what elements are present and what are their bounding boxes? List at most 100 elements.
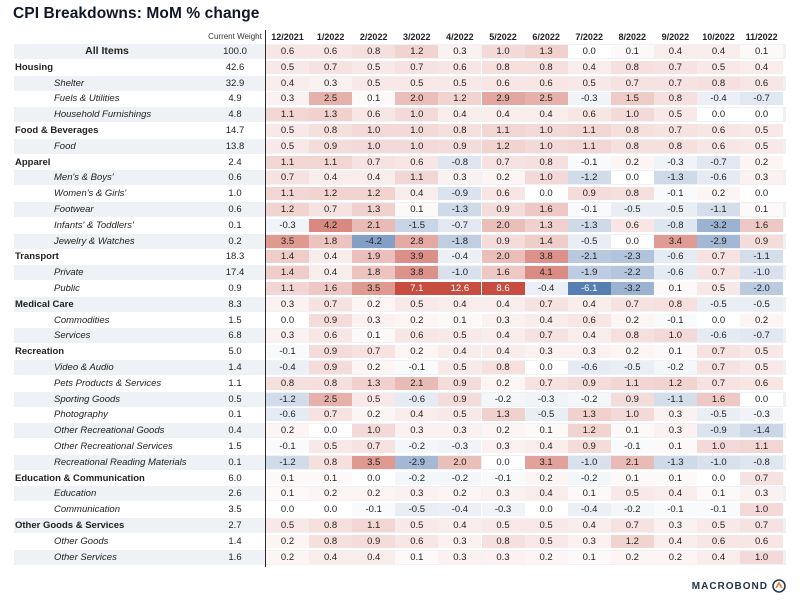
value-cell: 0.5 (740, 139, 784, 153)
row-label: Education (54, 488, 97, 500)
column-header-4-2022: 4/2022 (446, 32, 474, 42)
row-weight: 1.0 (228, 188, 242, 200)
value-cell: 0.2 (352, 487, 396, 501)
row-weight: 17.4 (225, 267, 245, 279)
value-cell: 1.0 (610, 408, 654, 422)
value-cell: -0.1 (653, 187, 697, 201)
value-cell: 1.1 (610, 376, 654, 390)
brand-mark-icon (772, 579, 786, 593)
value-cell: -0.6 (653, 250, 697, 264)
value-cell: 0.6 (697, 139, 740, 153)
value-cell: 0.1 (740, 45, 784, 58)
value-cell: 2.8 (395, 234, 439, 248)
row-label: Other Goods & Services (15, 520, 125, 531)
value-cell: 0.4 (352, 550, 396, 564)
value-cell: 1.2 (309, 187, 353, 201)
value-cell: 0.3 (481, 440, 525, 453)
value-cell: 0.1 (610, 471, 654, 485)
value-cell: 0.1 (524, 424, 568, 438)
value-cell: 0.8 (309, 376, 353, 390)
value-cell: 1.3 (309, 108, 353, 122)
value-cell: -2.9 (395, 455, 439, 469)
row-label: Men's & Boys' (54, 172, 114, 184)
value-cell: 1.1 (352, 519, 396, 532)
value-cell: 1.3 (352, 203, 396, 216)
row-weight: 2.6 (228, 488, 242, 500)
table-row: Education & Communication 6.0 0.1 0.1 0.0 -0.… (14, 471, 786, 486)
value-cell: 0.1 (352, 92, 396, 106)
value-cell: 8.6 (481, 282, 525, 295)
value-cell: 0.8 (266, 376, 309, 390)
value-cell: 0.9 (567, 440, 611, 453)
table-row: Medical Care 8.3 0.3 0.7 0.2 0.5 0.4 0.4 0.7 0.4 0… (14, 296, 786, 312)
value-cell: 0.4 (740, 60, 784, 74)
value-cell: 3.8 (524, 250, 568, 264)
value-cell: 2.9 (481, 92, 525, 106)
value-cell: 0.5 (352, 392, 396, 406)
value-cell: 1.2 (567, 424, 611, 438)
value-cell: -0.4 (524, 282, 568, 295)
value-cell: 0.2 (352, 408, 396, 422)
value-cell: 0.9 (309, 139, 353, 153)
value-cell: -1.3 (653, 171, 697, 185)
value-cell: -0.1 (653, 503, 697, 517)
value-cell: 0.8 (481, 361, 525, 374)
row-label: Medical Care (15, 298, 74, 310)
value-cell: 0.4 (653, 534, 697, 548)
value-cell: 0.4 (481, 329, 525, 343)
value-cell: 0.8 (653, 92, 697, 106)
row-weight: 0.9 (228, 283, 242, 294)
value-cell: 0.7 (653, 124, 697, 137)
table-row: Other Goods & Services 2.7 0.5 0.8 1.1 0.5 0.4… (14, 518, 786, 533)
weight-column-header: Current Weight (208, 32, 262, 41)
value-cell: -0.6 (395, 392, 439, 406)
value-cell: -0.5 (697, 408, 740, 422)
value-cell: 0.0 (309, 424, 353, 438)
table-row: Men's & Boys' 0.6 0.7 0.4 0.4 1.1 0.3 0.2 1.0 -1.… (14, 170, 786, 186)
table-row: Recreation 5.0 -0.1 0.9 0.7 0.2 0.4 0.4 0.3 0.3 0.… (14, 344, 786, 359)
value-cell: -0.4 (567, 503, 611, 517)
value-cell: -0.2 (610, 503, 654, 517)
value-cell: 1.1 (567, 139, 611, 153)
value-cell: 0.7 (524, 329, 568, 343)
row-label: Women's & Girls' (54, 188, 127, 200)
value-cell: -3.2 (697, 218, 740, 232)
value-cell: -0.5 (610, 203, 654, 216)
value-cell: 0.2 (352, 297, 396, 311)
value-cell: 0.5 (438, 408, 482, 422)
value-cell: -0.5 (610, 361, 654, 374)
value-cell: 0.1 (653, 471, 697, 485)
value-cell: -0.4 (266, 361, 309, 374)
value-cell: 0.2 (524, 550, 568, 564)
value-cell: 0.6 (266, 45, 309, 58)
value-cell: 0.8 (610, 60, 654, 74)
value-cell: -1.0 (438, 266, 482, 280)
value-cell: 0.2 (266, 424, 309, 438)
value-cell: 0.5 (567, 76, 611, 90)
value-cell: 0.9 (481, 234, 525, 248)
row-weight: 0.6 (228, 172, 242, 184)
value-cell: 0.8 (481, 60, 525, 74)
value-cell: 0.0 (352, 471, 396, 485)
value-cell: 1.0 (697, 440, 740, 453)
value-cell: 0.5 (697, 519, 740, 532)
value-cell: 0.0 (524, 361, 568, 374)
value-cell: 0.8 (610, 329, 654, 343)
row-label: Photography (54, 409, 108, 421)
value-cell: 1.4 (266, 266, 309, 280)
value-cell: -0.1 (352, 503, 396, 517)
row-weight: 1.4 (228, 535, 242, 547)
value-cell: 0.0 (740, 392, 784, 406)
value-cell: 3.8 (395, 266, 439, 280)
value-cell: 0.2 (653, 550, 697, 564)
row-weight: 2.4 (228, 156, 242, 168)
row-weight: 1.4 (228, 362, 242, 373)
value-cell: 0.6 (395, 155, 439, 169)
value-cell: 0.4 (438, 345, 482, 359)
value-cell: 0.8 (352, 45, 396, 58)
value-cell: 0.1 (266, 487, 309, 501)
row-label: Jewelry & Watches (54, 235, 135, 247)
value-cell: 2.5 (309, 92, 353, 106)
value-cell: 0.5 (266, 139, 309, 153)
row-weight: 18.3 (225, 251, 245, 263)
